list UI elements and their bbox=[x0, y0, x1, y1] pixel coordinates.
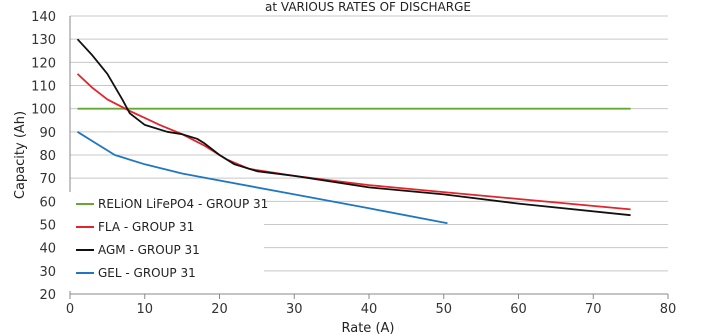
y-tick-label-140: 140 bbox=[31, 10, 56, 25]
y-tick-label-60: 60 bbox=[39, 195, 56, 210]
y-tick-label-30: 30 bbox=[39, 265, 56, 280]
series-line-3 bbox=[77, 131, 448, 225]
y-tick-label-100: 100 bbox=[31, 103, 56, 118]
x-tick-label-80: 80 bbox=[660, 302, 677, 317]
y-tick-label-40: 40 bbox=[39, 242, 56, 257]
legend: RELiON LiFePO4 - GROUP 31 FLA - GROUP 31 A… bbox=[66, 192, 268, 291]
chart-title: at VARIOUS RATES OF DISCHARGE bbox=[265, 0, 471, 14]
y-tick-label-130: 130 bbox=[31, 33, 56, 48]
y-tick-labels: 20 30 40 50 60 70 80 90 100 110 120 130 140 bbox=[31, 10, 56, 303]
series-line-1 bbox=[76, 73, 631, 211]
x-tick-label-40: 40 bbox=[361, 302, 378, 317]
y-tick-label-90: 90 bbox=[39, 126, 56, 141]
x-axis-title: Rate (A) bbox=[342, 321, 395, 336]
x-tick-label-50: 50 bbox=[435, 302, 452, 317]
x-tick-label-60: 60 bbox=[510, 302, 527, 317]
legend-label-3: GEL - GROUP 31 bbox=[98, 266, 196, 280]
y-tick-label-20: 20 bbox=[39, 288, 56, 303]
legend-box bbox=[66, 192, 264, 291]
legend-label-2: AGM - GROUP 31 bbox=[98, 243, 200, 257]
data-series bbox=[76, 38, 631, 225]
x-tick-label-0: 0 bbox=[66, 302, 74, 317]
y-tick-label-120: 120 bbox=[31, 56, 56, 71]
x-tick-label-30: 30 bbox=[286, 302, 303, 317]
series-line-2 bbox=[76, 38, 631, 217]
legend-label-1: FLA - GROUP 31 bbox=[98, 220, 194, 234]
legend-label-0: RELiON LiFePO4 - GROUP 31 bbox=[98, 197, 268, 211]
y-axis-title: Capacity (Ah) bbox=[13, 111, 28, 199]
y-tick-label-80: 80 bbox=[39, 149, 56, 164]
x-tick-label-70: 70 bbox=[585, 302, 602, 317]
y-tick-label-110: 110 bbox=[31, 80, 56, 95]
y-tick-label-50: 50 bbox=[39, 219, 56, 234]
x-tick-label-20: 20 bbox=[211, 302, 228, 317]
y-tick-label-70: 70 bbox=[39, 172, 56, 187]
x-tick-label-10: 10 bbox=[136, 302, 153, 317]
x-tick-labels: 0 10 20 30 40 50 60 70 80 bbox=[66, 302, 676, 317]
